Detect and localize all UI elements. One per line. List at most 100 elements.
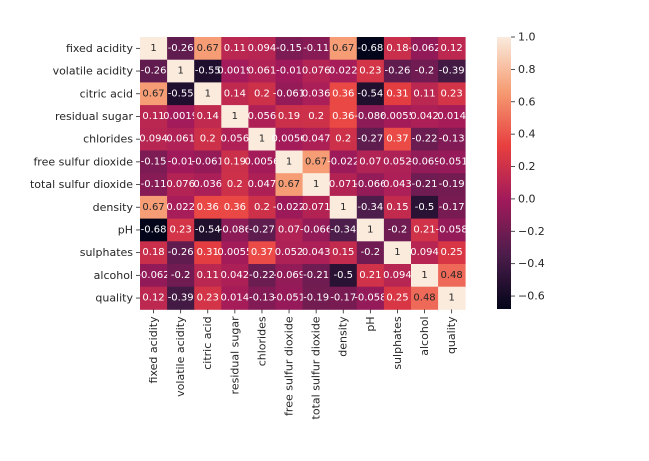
- cell-value-label: 0.48: [413, 293, 435, 304]
- heatmap-cell: [275, 241, 303, 265]
- cell-value-label: 0.022: [329, 66, 358, 77]
- heatmap-cell: [194, 218, 222, 242]
- heatmap-cell: [383, 82, 412, 106]
- heatmap-cell: [383, 218, 412, 242]
- cell-value-label: -0.55: [195, 66, 221, 77]
- column-label-free-sulfur-dioxide: free sulfur dioxide: [283, 316, 296, 416]
- heatmap-cell: [438, 127, 466, 151]
- cell-value-label: -0.27: [249, 224, 275, 235]
- cell-value-label: 1: [232, 111, 238, 122]
- heatmap-cell: [383, 105, 412, 129]
- cell-value-label: 0.043: [383, 179, 412, 190]
- colorbar-ticks: 1.0 0.8 0.6 0.4 0.2 0.0 −0.2 −0.4 −0.6: [511, 31, 545, 303]
- cell-value-label: 0.11: [142, 111, 164, 122]
- heatmap-cell: [248, 173, 276, 197]
- heatmap-cell: [411, 82, 439, 106]
- cell-value-label: 0.036: [193, 179, 222, 190]
- heatmap-cell: [356, 59, 385, 83]
- cell-value-label: 0.11: [224, 43, 246, 54]
- heatmap-cell: [302, 286, 331, 310]
- heatmap-cell: [275, 173, 303, 197]
- cell-value-label: 0.094: [248, 43, 277, 54]
- row-label-ph: pH: [118, 223, 133, 236]
- cell-value-label: 0.31: [197, 247, 219, 258]
- heatmap-cell: [248, 127, 276, 151]
- heatmap-cell: [411, 150, 439, 174]
- cell-value-label: 0.12: [441, 43, 463, 54]
- cell-value-label: 0.67: [278, 179, 300, 190]
- cell-value-label: 0.12: [142, 293, 164, 304]
- heatmap-cell: [221, 37, 249, 61]
- cell-value-label: -0.15: [141, 156, 167, 167]
- cell-value-label: -0.19: [439, 179, 465, 190]
- cell-value-label: 0.11: [413, 88, 435, 99]
- cell-value-label: 0.094: [383, 270, 412, 281]
- heatmap-cell: [356, 264, 385, 288]
- heatmap-cell: [194, 105, 222, 129]
- cell-value-label: 0.2: [335, 134, 351, 145]
- column-label-alcohol: alcohol: [418, 316, 431, 355]
- cell-value-label: 0.076: [302, 66, 331, 77]
- heatmap-cell: [275, 127, 303, 151]
- cell-value-label: -0.061: [192, 156, 224, 167]
- heatmap-cell: [411, 264, 439, 288]
- cell-value-label: 0.19: [278, 111, 300, 122]
- cell-value-label: 1: [340, 202, 346, 213]
- heatmap-cell: [194, 264, 222, 288]
- cell-value-label: -0.5: [333, 270, 353, 281]
- heatmap-cell: [248, 150, 276, 174]
- heatmap-cell: [275, 286, 303, 310]
- heatmap-cell: [221, 195, 249, 219]
- cell-value-label: -0.26: [385, 66, 411, 77]
- heatmap-cell: [302, 59, 331, 83]
- cell-value-label: 0.25: [386, 293, 408, 304]
- cell-value-label: -0.26: [168, 43, 194, 54]
- heatmap-cell: [383, 173, 412, 197]
- cell-value-label: 0.67: [142, 202, 164, 213]
- heatmap-cell: [438, 105, 466, 129]
- cell-value-label: 0.36: [332, 88, 354, 99]
- cell-value-label: 0.094: [410, 247, 439, 258]
- heatmap-cell: [383, 286, 412, 310]
- cell-value-label: 1: [394, 247, 400, 258]
- cell-value-label: 1: [150, 43, 156, 54]
- cell-value-label: 1: [205, 88, 211, 99]
- cell-value-label: -0.68: [357, 43, 383, 54]
- cell-value-label: 0.0019: [163, 111, 198, 122]
- cell-value-label: 1: [421, 270, 427, 281]
- cell-value-label: 0.036: [302, 88, 331, 99]
- cell-value-label: -0.11: [303, 43, 329, 54]
- cell-value-label: 0.14: [197, 111, 219, 122]
- heatmap-cell: [329, 173, 358, 197]
- cell-value-label: 0.25: [441, 247, 463, 258]
- cell-value-label: 0.042: [410, 111, 439, 122]
- heatmap-cell: [167, 264, 195, 288]
- heatmap-cell: [411, 127, 439, 151]
- cell-value-label: 0.21: [359, 270, 381, 281]
- heatmap-cells: 1 -0.26 0.67 0.11 0.094 -0.15 -0.11 0.67 -0.68 0.…: [137, 37, 468, 310]
- heatmap-cell: [221, 150, 249, 174]
- cell-value-label: 1: [367, 224, 373, 235]
- cell-value-label: 0.071: [302, 202, 331, 213]
- heatmap-cell: [438, 37, 466, 61]
- heatmap-cell: [438, 150, 466, 174]
- heatmap-cell: [411, 173, 439, 197]
- cell-value-label: 0.2: [227, 179, 243, 190]
- heatmap-cell: [248, 37, 276, 61]
- row-label-total-sulfur-dioxide: total sulfur dioxide: [30, 178, 133, 191]
- colorbar-tick-label: −0.6: [518, 290, 545, 303]
- column-label-fixed-acidity: fixed acidity: [147, 316, 160, 384]
- cell-value-label: 0.67: [142, 88, 164, 99]
- heatmap-cell: [275, 82, 303, 106]
- heatmap-cell: [194, 150, 222, 174]
- cell-value-label: 0.67: [197, 43, 219, 54]
- heatmap-cell: [248, 59, 276, 83]
- cell-value-label: 0.67: [305, 156, 327, 167]
- cell-value-label: -0.26: [141, 66, 167, 77]
- cell-value-label: 0.052: [275, 247, 304, 258]
- cell-value-label: -0.022: [327, 156, 359, 167]
- row-label-volatile-acidity: volatile acidity: [53, 65, 134, 78]
- heatmap-cell: [194, 195, 222, 219]
- heatmap-cell: [248, 218, 276, 242]
- heatmap-cell: [302, 173, 331, 197]
